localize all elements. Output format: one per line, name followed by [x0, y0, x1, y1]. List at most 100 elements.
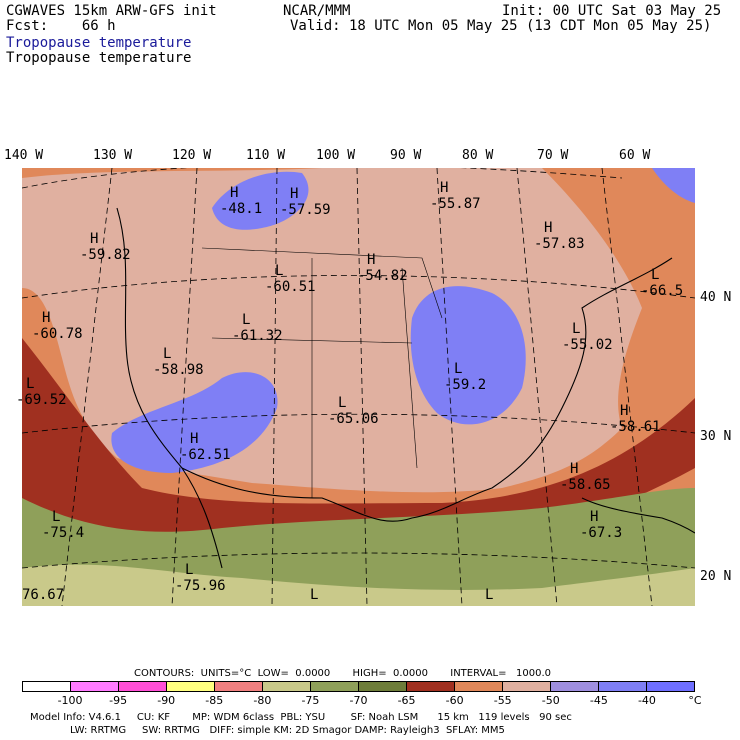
- high-marker: H: [230, 185, 239, 201]
- colorbar-swatch-3: [167, 682, 215, 691]
- low-marker: L: [338, 395, 347, 411]
- colorbar-label: -40: [637, 694, 656, 707]
- lon-label-80w: 80 W: [462, 148, 494, 163]
- high-marker: H: [290, 186, 299, 202]
- extremum-value: -62.51: [180, 447, 231, 463]
- valid-time: Valid: 18 UTC Mon 05 May 25 (13 CDT Mon …: [290, 18, 712, 34]
- low-marker: L: [185, 562, 194, 578]
- colorbar-label: -80: [253, 694, 272, 707]
- low-marker: L: [572, 321, 581, 337]
- colorbar-label: -70: [349, 694, 368, 707]
- cold-pool-great-lakes: [410, 286, 526, 425]
- extremum-value: -59.82: [80, 247, 131, 263]
- extremum-value: -60.51: [265, 279, 316, 295]
- lon-label-120w: 120 W: [172, 148, 212, 163]
- colorbar-label: -90: [157, 694, 176, 707]
- init-time: Init: 00 UTC Sat 03 May 25: [502, 3, 722, 19]
- low-marker: L: [485, 587, 494, 603]
- colorbar-swatch-13: [647, 682, 694, 691]
- contour-info: CONTOURS: UNITS=°C LOW= 0.0000 HIGH= 0.0…: [134, 668, 552, 679]
- model-title: CGWAVES 15km ARW-GFS init: [6, 3, 217, 19]
- extremum-value: 76.67: [22, 587, 65, 603]
- cold-pool-southwest: [111, 372, 278, 473]
- high-marker: H: [90, 231, 99, 247]
- extremum-value: -48.1: [220, 201, 263, 217]
- colorbar-swatch-12: [599, 682, 647, 691]
- lat-label-40n: 40 N: [700, 290, 732, 305]
- lon-label-60w: 60 W: [619, 148, 651, 163]
- tropopause-temperature-map: [22, 168, 695, 606]
- forecast-hour: Fcst: 66 h: [6, 18, 116, 34]
- colorbar-label: -60: [445, 694, 464, 707]
- colorbar-label: -75: [301, 694, 320, 707]
- low-marker: L: [651, 267, 660, 283]
- high-marker: H: [440, 180, 449, 196]
- extremum-value: -59.2: [444, 377, 487, 393]
- colorbar-swatch-6: [311, 682, 359, 691]
- extremum-value: -69.52: [16, 392, 67, 408]
- cold-pool-northwest: [212, 171, 309, 230]
- lon-label-100w: 100 W: [316, 148, 356, 163]
- high-marker: H: [570, 461, 579, 477]
- colorbar-label: -95: [109, 694, 128, 707]
- field-region-minus75: [22, 564, 695, 606]
- colorbar-label: °C: [688, 694, 702, 707]
- lon-label-140w: 140 W: [4, 148, 44, 163]
- extremum-value: -60.78: [32, 326, 83, 342]
- extremum-value: -55.02: [562, 337, 613, 353]
- model-info-line1: Model Info: V4.6.1 CU: KF MP: WDM 6class…: [30, 712, 572, 723]
- extremum-value: -58.61: [610, 419, 661, 435]
- low-marker: L: [26, 376, 35, 392]
- lon-label-70w: 70 W: [537, 148, 569, 163]
- colorbar-label: -85: [205, 694, 224, 707]
- high-marker: H: [190, 431, 199, 447]
- colorbar-swatch-7: [359, 682, 407, 691]
- extremum-value: -75.4: [42, 525, 85, 541]
- low-marker: L: [242, 312, 251, 328]
- colorbar-label: -50: [541, 694, 560, 707]
- organization: NCAR/MMM: [283, 3, 351, 19]
- cold-pool-northeast-corner: [652, 168, 695, 203]
- lat-label-20n: 20 N: [700, 569, 732, 584]
- colorbar-swatch-8: [407, 682, 455, 691]
- high-marker: H: [590, 509, 599, 525]
- extremum-value: -61.32: [232, 328, 283, 344]
- colored-field-title: Tropopause temperature: [6, 35, 192, 51]
- extremum-value: -57.59: [280, 202, 331, 218]
- colorbar-swatch-11: [551, 682, 599, 691]
- lon-label-130w: 130 W: [93, 148, 133, 163]
- colorbar-swatch-0: [23, 682, 71, 691]
- low-marker: L: [52, 509, 61, 525]
- extremum-value: -55.87: [430, 196, 481, 212]
- extremum-value: -75.96: [175, 578, 226, 594]
- high-marker: H: [544, 220, 553, 236]
- model-info-line2: LW: RRTMG SW: RRTMG DIFF: simple KM: 2D …: [70, 725, 505, 736]
- colorbar-swatch-9: [455, 682, 503, 691]
- low-marker: L: [454, 361, 463, 377]
- graticule: [22, 168, 695, 606]
- colorbar-label: -55: [493, 694, 512, 707]
- colorbar: [22, 681, 695, 692]
- coastlines: [116, 207, 695, 569]
- colorbar-swatch-4: [215, 682, 263, 691]
- extremum-value: -54.82: [357, 268, 408, 284]
- extremum-value: -57.83: [534, 236, 585, 252]
- lon-label-110w: 110 W: [246, 148, 286, 163]
- low-marker: L: [163, 346, 172, 362]
- colorbar-swatch-10: [503, 682, 551, 691]
- high-marker: H: [42, 310, 51, 326]
- high-marker: H: [620, 403, 629, 419]
- colorbar-swatch-1: [71, 682, 119, 691]
- extremum-value: -66.5: [641, 283, 684, 299]
- contour-field-title: Tropopause temperature: [6, 50, 192, 66]
- colorbar-label: -45: [589, 694, 608, 707]
- extremum-value: -58.65: [560, 477, 611, 493]
- colorbar-swatch-2: [119, 682, 167, 691]
- high-marker: H: [367, 252, 376, 268]
- colorbar-label: -65: [397, 694, 416, 707]
- colorbar-label: -100: [57, 694, 83, 707]
- low-marker: L: [310, 587, 319, 603]
- lat-label-30n: 30 N: [700, 429, 732, 444]
- extremum-value: -58.98: [153, 362, 204, 378]
- low-marker: L: [275, 263, 284, 279]
